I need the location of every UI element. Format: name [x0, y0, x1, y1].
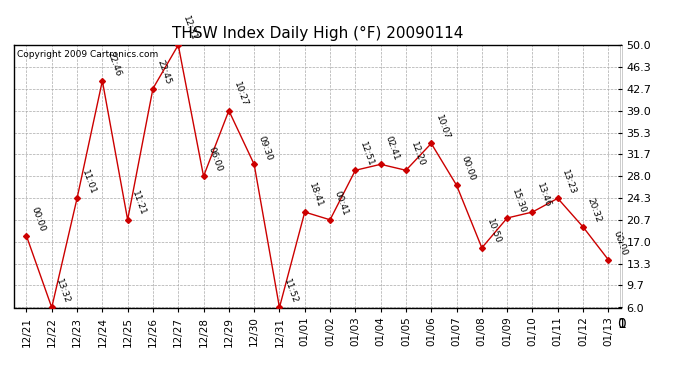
- Text: 09:30: 09:30: [257, 134, 274, 162]
- Text: 12:20: 12:20: [408, 140, 426, 168]
- Text: Copyright 2009 Cartronics.com: Copyright 2009 Cartronics.com: [17, 50, 158, 59]
- Text: 11:01: 11:01: [80, 168, 97, 195]
- Text: 13:46: 13:46: [535, 182, 553, 209]
- Text: 22:45: 22:45: [156, 59, 173, 86]
- Text: 22:46: 22:46: [105, 51, 122, 78]
- Text: 20:32: 20:32: [586, 197, 603, 224]
- Text: 00:00: 00:00: [611, 230, 629, 257]
- Text: 02:41: 02:41: [384, 134, 401, 162]
- Text: 12:51: 12:51: [358, 140, 375, 168]
- Text: 10:50: 10:50: [484, 217, 502, 245]
- Text: 00:00: 00:00: [29, 206, 46, 233]
- Text: 00:00: 00:00: [460, 155, 477, 182]
- Title: THSW Index Daily High (°F) 20090114: THSW Index Daily High (°F) 20090114: [172, 26, 463, 41]
- Text: 12:31: 12:31: [181, 15, 198, 42]
- Text: 10:27: 10:27: [232, 81, 249, 108]
- Text: 13:32: 13:32: [55, 278, 72, 305]
- Text: 11:21: 11:21: [130, 190, 148, 217]
- Text: 18:41: 18:41: [308, 182, 325, 209]
- Text: 15:30: 15:30: [510, 188, 527, 215]
- Text: 00:41: 00:41: [333, 190, 350, 217]
- Text: 10:07: 10:07: [434, 113, 451, 141]
- Text: 06:00: 06:00: [206, 146, 224, 174]
- Text: 11:52: 11:52: [282, 278, 299, 305]
- Text: 13:23: 13:23: [560, 168, 578, 195]
